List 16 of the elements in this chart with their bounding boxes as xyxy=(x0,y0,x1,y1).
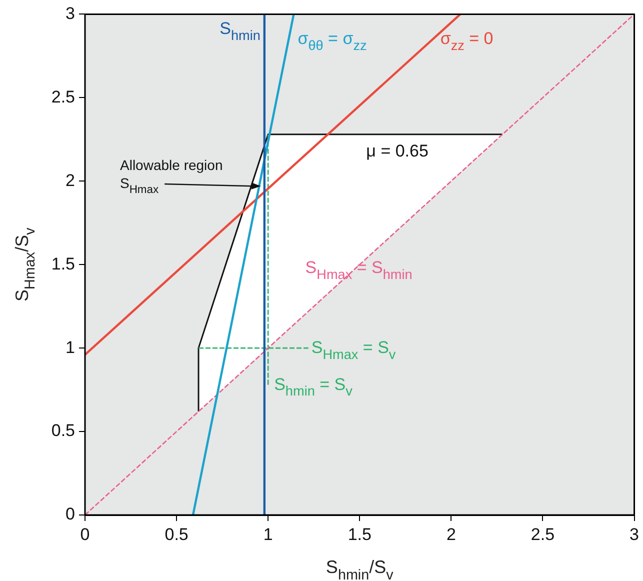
x-tick-label: 2.5 xyxy=(530,524,555,544)
x-tick-label: 1 xyxy=(263,524,273,544)
y-tick-label: 2.5 xyxy=(51,87,75,106)
x-tick-label: 0.5 xyxy=(164,524,188,544)
y-tick-label: 0.5 xyxy=(51,421,75,440)
x-tick-label: 1.5 xyxy=(348,524,372,544)
series-label: μ = 0.65 xyxy=(366,141,428,160)
x-tick-label: 2 xyxy=(446,524,456,544)
y-tick-label: 1 xyxy=(66,338,75,357)
x-tick-label: 3 xyxy=(630,524,640,544)
y-tick-label: 1.5 xyxy=(51,254,75,274)
y-axis-title: SHmax/Sv xyxy=(12,226,38,302)
y-tick-label: 0 xyxy=(66,504,75,524)
y-tick-label: 3 xyxy=(66,4,75,23)
x-tick-label: 0 xyxy=(80,524,90,544)
y-tick-label: 2 xyxy=(66,170,75,190)
